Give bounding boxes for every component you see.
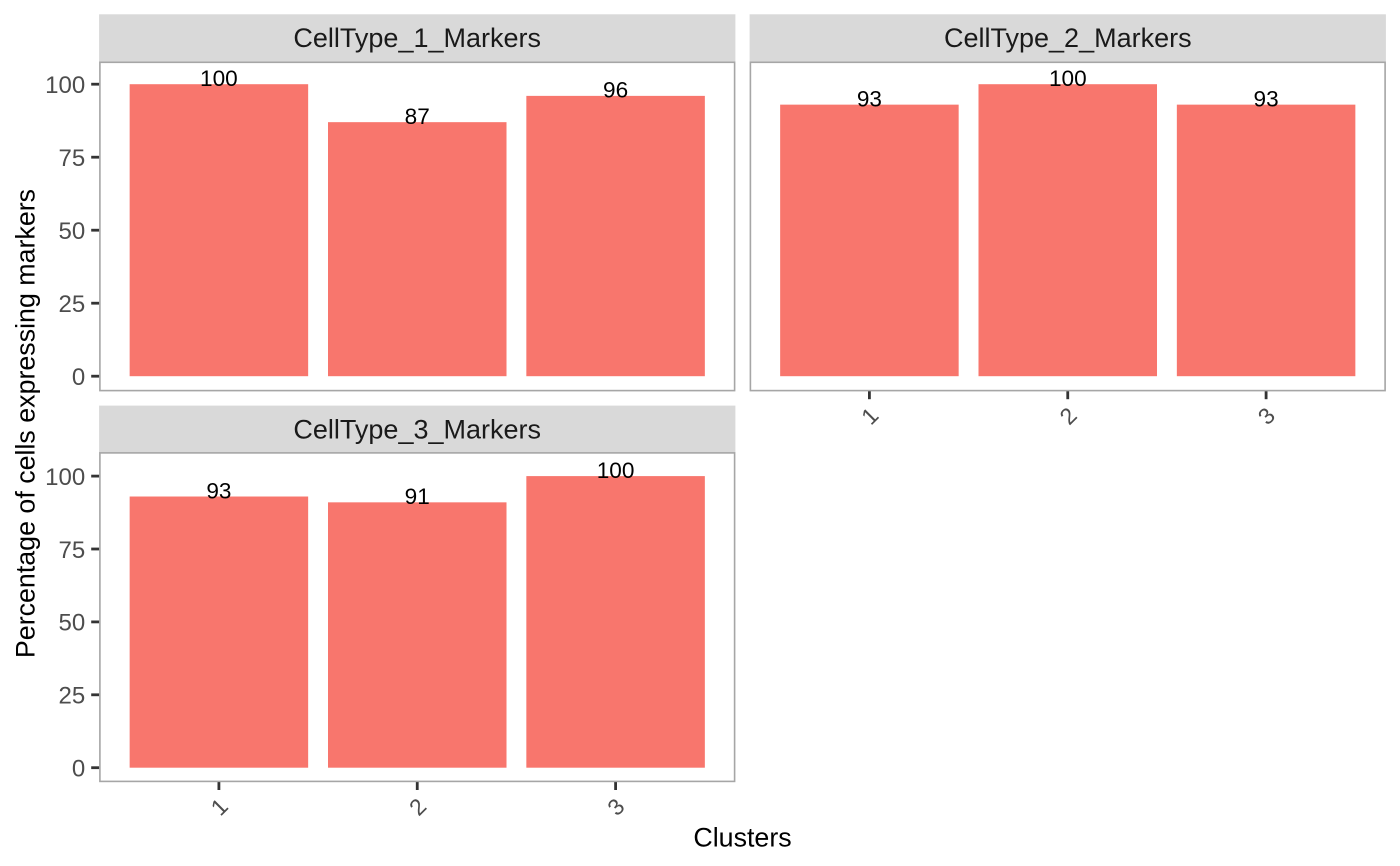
svg-text:100: 100	[45, 464, 85, 491]
svg-text:100: 100	[1049, 66, 1087, 91]
svg-text:87: 87	[405, 104, 430, 129]
svg-text:50: 50	[58, 218, 85, 245]
svg-text:50: 50	[58, 610, 85, 637]
svg-text:100: 100	[45, 72, 85, 99]
svg-text:93: 93	[857, 86, 882, 111]
svg-text:91: 91	[405, 484, 430, 509]
svg-text:0: 0	[72, 756, 85, 783]
svg-text:CellType_2_Markers: CellType_2_Markers	[944, 23, 1192, 53]
svg-text:Clusters: Clusters	[693, 822, 791, 852]
svg-text:25: 25	[58, 291, 85, 318]
svg-text:25: 25	[58, 683, 85, 710]
svg-text:0: 0	[72, 364, 85, 391]
svg-text:75: 75	[58, 145, 85, 172]
svg-text:93: 93	[1254, 86, 1279, 111]
svg-text:96: 96	[603, 78, 628, 103]
svg-text:75: 75	[58, 537, 85, 564]
svg-text:93: 93	[206, 478, 231, 503]
svg-text:100: 100	[200, 66, 238, 91]
svg-text:100: 100	[597, 458, 635, 483]
svg-text:CellType_1_Markers: CellType_1_Markers	[293, 23, 541, 53]
svg-text:CellType_3_Markers: CellType_3_Markers	[293, 415, 541, 445]
svg-text:Percentage of cells expressing: Percentage of cells expressing markers	[10, 189, 40, 658]
